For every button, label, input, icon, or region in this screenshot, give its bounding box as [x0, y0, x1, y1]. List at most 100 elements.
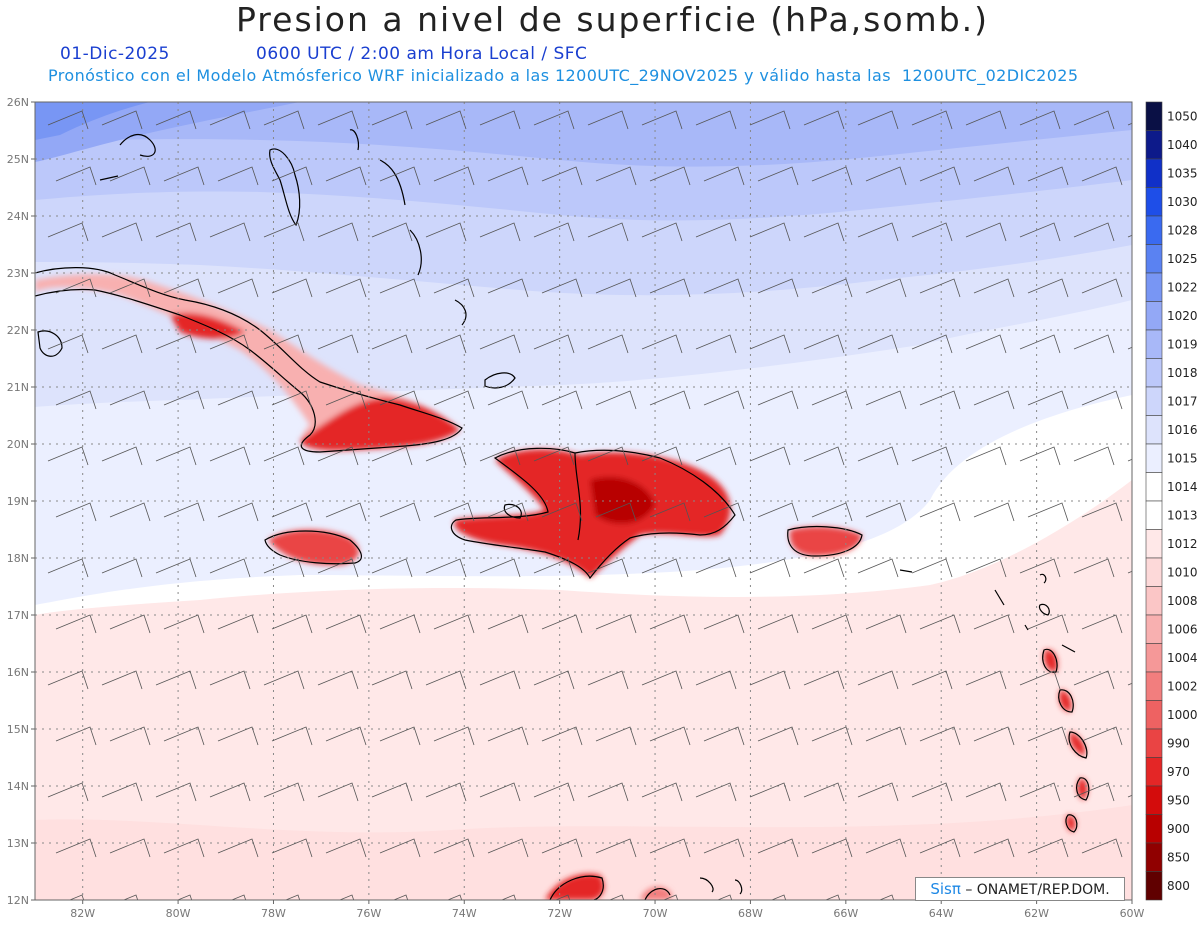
- wind-barb: [379, 502, 421, 522]
- lon-tick-label: 64W: [929, 907, 954, 920]
- wind-barb: [965, 558, 1007, 578]
- wind-barb: [101, 222, 143, 242]
- wind-barb: [1019, 110, 1061, 130]
- wind-barb: [919, 166, 961, 186]
- colorbar-swatch: [1145, 187, 1163, 217]
- latitude-labels: 26N 25N 24N 23N 22N 21N 20N 19N 18N 17N 16N 15N 14N 1…: [7, 96, 35, 907]
- wind-barb: [641, 446, 683, 466]
- wind-barb: [649, 502, 691, 522]
- wind-barb: [865, 502, 907, 522]
- wind-barb: [703, 726, 745, 746]
- wind-barb: [857, 446, 899, 466]
- colorbar-label: 1004: [1167, 651, 1198, 665]
- wind-barb: [857, 558, 899, 578]
- time-label: 0600 UTC / 2:00 am Hora Local / SFC: [256, 44, 588, 64]
- colorbar-label: 1010: [1167, 565, 1198, 579]
- wind-barb: [317, 446, 359, 466]
- wind-barb: [649, 278, 691, 298]
- wind-barb: [446, 894, 463, 900]
- wind-barb: [271, 614, 313, 634]
- wind-barb: [749, 446, 791, 466]
- wind-barb: [109, 502, 151, 522]
- colorbar-swatch: [1145, 557, 1163, 587]
- wind-barb: [1019, 222, 1061, 242]
- lat-tick-label: 19N: [7, 495, 29, 508]
- wind-barb: [965, 670, 1007, 690]
- colorbar-swatch: [1145, 443, 1163, 473]
- coastlines: [35, 129, 1090, 900]
- colorbar-swatch: [1145, 614, 1163, 644]
- wind-barb: [919, 502, 961, 522]
- wind-barb: [1019, 334, 1061, 354]
- wind-barb: [433, 726, 475, 746]
- wind-barb: [865, 838, 907, 858]
- wind-barb: [47, 782, 89, 802]
- wind-barb: [1081, 278, 1123, 298]
- wind-barb: [811, 502, 853, 522]
- wind-barb: [857, 334, 899, 354]
- wind-barb: [757, 278, 799, 298]
- wind-barb: [101, 670, 143, 690]
- colorbar-label: 1025: [1167, 252, 1198, 266]
- wind-barb: [965, 222, 1007, 242]
- wind-barb: [865, 278, 907, 298]
- colorbar-swatch: [1145, 643, 1163, 673]
- wind-barb: [101, 558, 143, 578]
- credit-box: Sisπ – ONAMET/REP.DOM.: [915, 877, 1125, 901]
- wind-barb: [101, 782, 143, 802]
- colorbar-swatch: [1145, 842, 1163, 872]
- lon-tick-label: 60W: [1120, 907, 1145, 920]
- wind-barb: [1027, 838, 1069, 858]
- colorbar-label: 1020: [1167, 309, 1198, 323]
- wind-barb: [122, 894, 139, 900]
- wind-barb: [217, 838, 259, 858]
- wind-barb: [263, 670, 305, 690]
- wind-barb: [479, 670, 521, 690]
- wind-barb: [1073, 334, 1115, 354]
- wind-barb: [271, 390, 313, 410]
- wind-barb: [487, 278, 529, 298]
- wind-barb: [325, 390, 367, 410]
- colorbar-swatch: [1145, 529, 1163, 559]
- wind-barb: [155, 670, 197, 690]
- wind-barb: [109, 614, 151, 634]
- wind-barb: [371, 110, 413, 130]
- lon-tick-label: 66W: [833, 907, 858, 920]
- wind-barb: [703, 278, 745, 298]
- wind-barb: [541, 838, 583, 858]
- map-title: Presion a nivel de superficie (hPa,somb.…: [235, 0, 990, 39]
- wind-barb: [433, 166, 475, 186]
- wind-barb: [1027, 390, 1069, 410]
- colorbar-swatch: [1145, 272, 1163, 302]
- wind-barb: [425, 446, 467, 466]
- colorbar-label: 1019: [1167, 337, 1198, 351]
- wind-barb: [749, 670, 791, 690]
- wind-barb: [163, 614, 205, 634]
- wind-barb: [47, 334, 89, 354]
- wind-barb: [1027, 278, 1069, 298]
- wind-barb: [533, 558, 575, 578]
- wind-barb: [649, 838, 691, 858]
- wind-barb: [587, 446, 629, 466]
- wind-barb: [55, 502, 97, 522]
- wind-barb: [487, 502, 529, 522]
- wind-barb: [155, 334, 197, 354]
- wind-barb: [595, 502, 637, 522]
- wind-barb: [325, 278, 367, 298]
- wind-barb: [317, 670, 359, 690]
- wind-barb: [716, 894, 733, 900]
- wind-barb: [155, 782, 197, 802]
- wind-barb: [47, 222, 89, 242]
- wind-barb: [55, 166, 97, 186]
- wind-barb: [209, 446, 251, 466]
- wind-barb: [433, 614, 475, 634]
- wind-barb: [325, 838, 367, 858]
- lat-tick-label: 20N: [7, 438, 29, 451]
- wind-barb: [1019, 558, 1061, 578]
- wind-barb: [965, 110, 1007, 130]
- wind-barb: [155, 110, 197, 130]
- wind-barb: [317, 782, 359, 802]
- wind-barb: [533, 446, 575, 466]
- colorbar-label: 1022: [1167, 280, 1198, 294]
